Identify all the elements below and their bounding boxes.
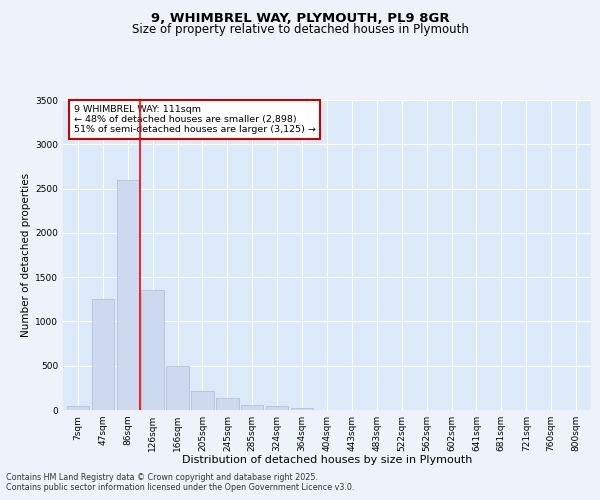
Bar — [166, 366, 189, 410]
Bar — [241, 405, 263, 410]
Bar — [116, 180, 139, 410]
Bar — [92, 300, 114, 410]
Bar — [216, 398, 239, 410]
Y-axis label: Number of detached properties: Number of detached properties — [21, 173, 31, 337]
Bar — [67, 406, 89, 410]
Bar — [291, 408, 313, 410]
Text: Size of property relative to detached houses in Plymouth: Size of property relative to detached ho… — [131, 22, 469, 36]
Text: Contains public sector information licensed under the Open Government Licence v3: Contains public sector information licen… — [6, 484, 355, 492]
Text: Contains HM Land Registry data © Crown copyright and database right 2025.: Contains HM Land Registry data © Crown c… — [6, 474, 318, 482]
Bar — [191, 391, 214, 410]
Text: 9 WHIMBREL WAY: 111sqm
← 48% of detached houses are smaller (2,898)
51% of semi-: 9 WHIMBREL WAY: 111sqm ← 48% of detached… — [74, 104, 316, 134]
Bar — [142, 290, 164, 410]
Bar — [266, 406, 289, 410]
Text: 9, WHIMBREL WAY, PLYMOUTH, PL9 8GR: 9, WHIMBREL WAY, PLYMOUTH, PL9 8GR — [151, 12, 449, 26]
X-axis label: Distribution of detached houses by size in Plymouth: Distribution of detached houses by size … — [182, 456, 472, 466]
